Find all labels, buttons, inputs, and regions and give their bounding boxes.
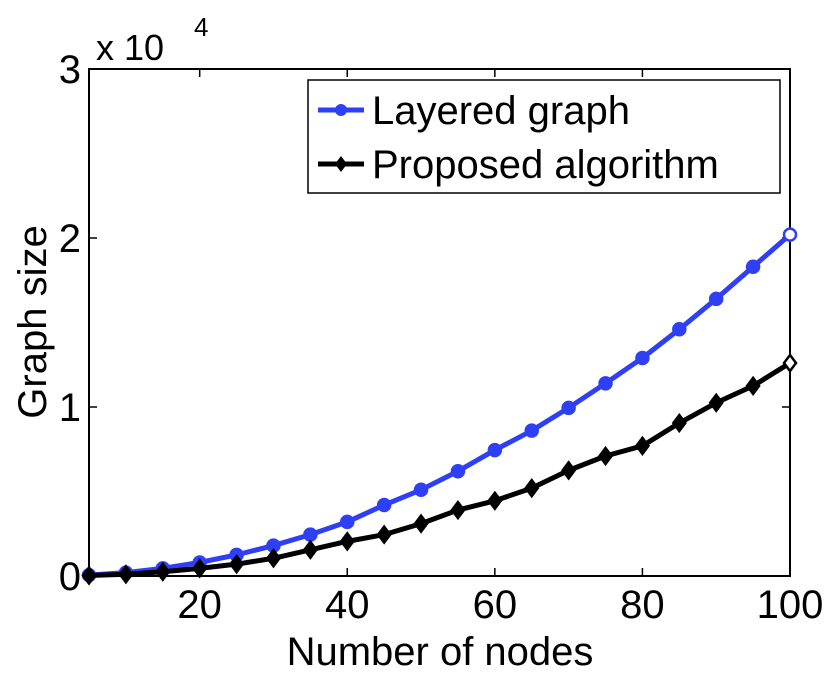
y-tick-label-0: 0 [59,555,81,599]
series-0-point-100 [782,227,798,242]
series-1-point-10 [118,564,134,585]
series-0-point-40 [340,514,355,530]
series-0-point-95 [745,259,761,274]
series-1-point-90 [708,392,724,413]
series-0-point-55 [450,463,466,479]
series-0-point-90 [708,291,724,307]
x-tick-label-40: 40 [325,583,370,627]
y-tick-label-1: 1 [59,386,81,430]
series-1-point-80 [634,435,650,456]
series-1-point-70 [561,460,577,481]
series-1-point-50 [413,513,429,534]
series-0-point-75 [598,376,613,391]
series-0-point-60 [487,442,503,458]
x-tick-label-60: 60 [473,583,518,627]
series-0-point-80 [635,350,650,366]
series-1-point-100 [782,352,798,374]
tick-labels-group: 20 40 60 80 100 0 1 2 3 [59,48,824,627]
series-1-point-20 [192,558,208,579]
series-0-point-45 [376,497,392,513]
x-axis-title: Number of nodes [287,630,594,674]
legend: Layered graph Proposed algorithm [307,79,781,194]
series-layer [81,227,798,586]
series-1-point-45 [376,524,392,545]
series-1-point-65 [524,478,540,499]
series-1-point-75 [597,445,614,467]
series-0-point-50 [413,482,429,498]
series-1-point-60 [487,490,503,511]
legend-label-layered: Layered graph [372,89,630,133]
series-0-point-65 [524,423,539,438]
y-exponent-label: x 10 [96,27,164,68]
series-0-point-85 [672,322,687,337]
legend-label-proposed: Proposed algorithm [372,143,719,187]
legend-marker-proposed [335,156,347,172]
y-tick-label-3: 3 [59,48,81,92]
x-tick-label-80: 80 [620,583,665,627]
series-1-point-85 [671,412,687,434]
series-0-point-70 [561,400,576,416]
series-1-point-15 [155,561,171,582]
y-axis-title: Graph size [11,225,55,418]
x-tick-label-20: 20 [177,583,222,627]
series-1-point-95 [745,375,761,396]
series-1-point-35 [302,539,318,560]
series-1-point-30 [265,548,282,569]
series-1-point-55 [450,500,466,521]
series-1-point-40 [339,531,355,552]
legend-box [307,79,781,194]
y-tick-label-2: 2 [59,217,81,261]
y-exponent-power: 4 [194,12,208,42]
series-0-point-35 [303,527,318,542]
x-tick-label-100: 100 [757,583,824,627]
series-1-point-25 [229,554,245,575]
series-1-point-5 [81,565,97,586]
legend-marker-layered [335,104,347,116]
